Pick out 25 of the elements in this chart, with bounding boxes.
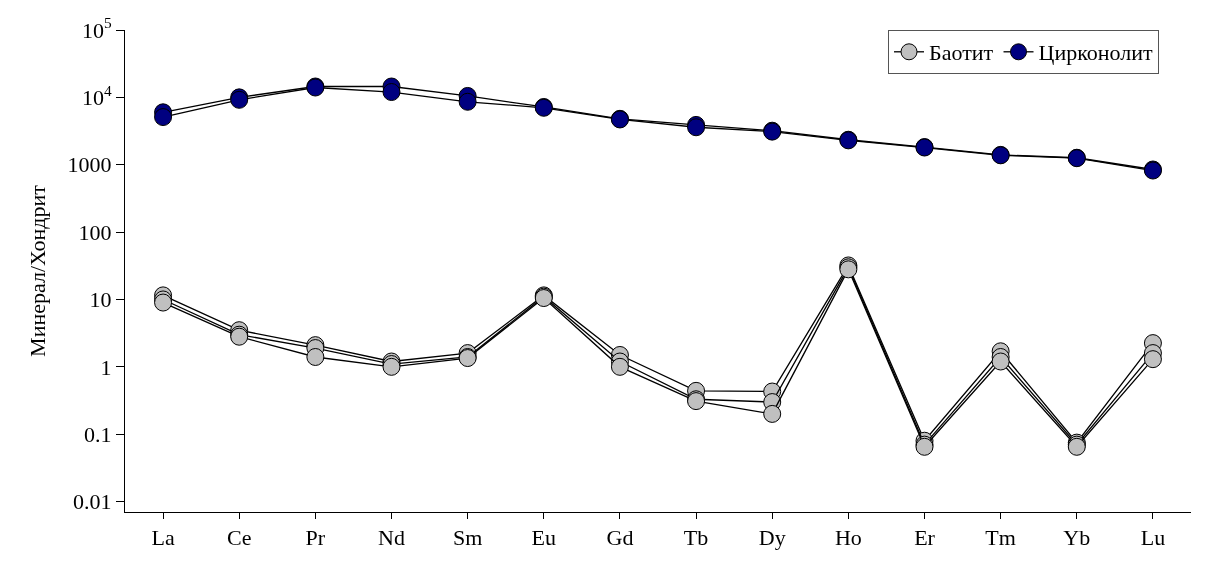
x-tick-label: Nd — [378, 525, 405, 551]
y-axis-title: Минерал/Хондрит — [25, 184, 51, 357]
x-tick-label: Yb — [1063, 525, 1091, 551]
x-tick-label: Dy — [758, 525, 786, 551]
x-tick-label: Tm — [985, 525, 1016, 551]
x-tick-label: Lu — [1140, 525, 1166, 551]
y-tick-label: 10 — [89, 287, 112, 313]
y-tick-label: 100 — [78, 219, 112, 245]
x-tick-label: Tb — [683, 525, 709, 551]
y-tick-label: 1 — [100, 354, 112, 380]
y-tick-label: 10$^{5}$ — [81, 14, 112, 43]
legend-label: Баотит — [929, 40, 994, 66]
legend-label: Цирконолит — [1038, 40, 1153, 66]
x-tick-label: La — [151, 525, 175, 551]
y-tick-label: 10$^{4}$ — [81, 81, 112, 111]
x-tick-label: Er — [914, 525, 936, 551]
x-tick-label: Ho — [834, 525, 862, 551]
x-tick-label: Gd — [606, 525, 634, 551]
x-tick-label: Eu — [531, 525, 557, 551]
y-tick-label: 0.01 — [73, 489, 112, 515]
y-tick-label: 0.1 — [84, 421, 112, 447]
x-tick-label: Pr — [305, 525, 326, 551]
y-tick-label: 1000 — [67, 152, 112, 178]
x-tick-label: Ce — [226, 525, 252, 551]
x-tick-label: Sm — [452, 525, 483, 551]
